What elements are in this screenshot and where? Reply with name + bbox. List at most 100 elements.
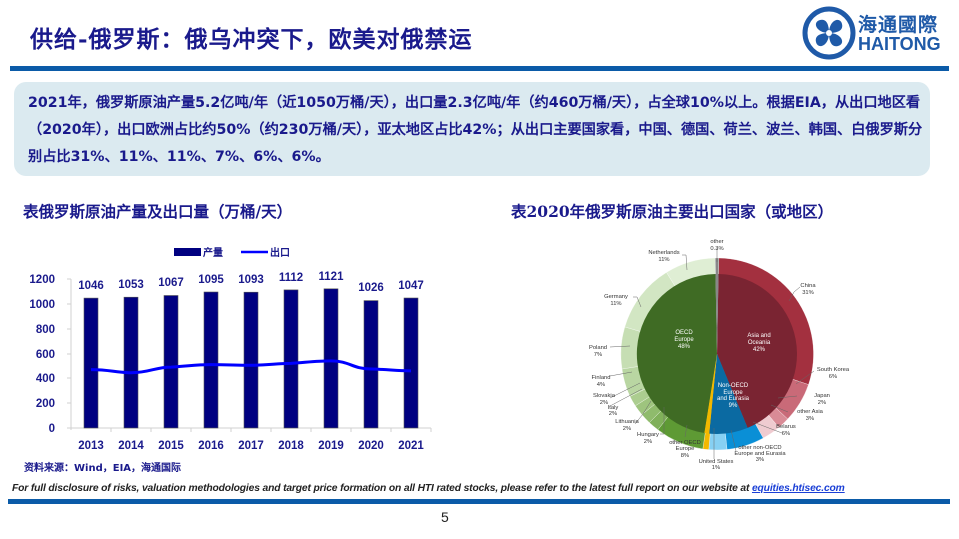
x-tick: 2021	[398, 440, 424, 452]
page-title: 供给-俄罗斯：俄乌冲突下，欧美对俄禁运	[30, 26, 473, 53]
production-bars	[83, 288, 419, 429]
label-other-non-oecd: other non-OECD	[738, 445, 781, 451]
svg-text:0.3%: 0.3%	[710, 246, 723, 252]
leader-lines	[609, 248, 815, 459]
label-lithuania: Lithuania	[615, 419, 639, 425]
data-label: 1026	[358, 282, 384, 294]
bar-2015	[163, 295, 179, 429]
svg-text:2%: 2%	[600, 400, 608, 406]
inner-labels: OECD Europe 48% Asia and Oceania 42% Non…	[674, 330, 771, 409]
svg-text:Asia and: Asia and	[747, 333, 770, 339]
chart-legend: 产量 出口	[174, 246, 290, 259]
disclaimer-text: For full disclosure of risks, valuation …	[12, 483, 752, 494]
data-label: 1053	[118, 279, 144, 291]
svg-text:6%: 6%	[782, 431, 790, 437]
wedge-non-oecd-europe	[709, 354, 748, 434]
svg-text:6%: 6%	[829, 374, 837, 380]
x-tick: 2018	[278, 440, 304, 452]
y-tick: 800	[36, 324, 55, 336]
production-export-chart: 产量 出口 1200 1000 800 600 400 200 0 1046 1…	[29, 246, 432, 452]
svg-text:2%: 2%	[818, 400, 826, 406]
svg-text:42%: 42%	[753, 347, 766, 353]
svg-text:4%: 4%	[597, 382, 605, 388]
label-hungary: Hungary	[637, 432, 659, 438]
wedge-inner-other	[715, 273, 719, 354]
haitong-emblem-icon	[802, 6, 856, 60]
y-tick: 1200	[29, 274, 55, 286]
wedge-inner-us	[704, 354, 717, 434]
label-china: China	[800, 283, 816, 289]
website-link[interactable]: equities.htisec.com	[751, 483, 845, 494]
data-label: 1095	[198, 274, 224, 286]
svg-text:11%: 11%	[610, 301, 621, 307]
svg-text:2%: 2%	[609, 411, 617, 417]
chart-source: 资料来源：Wind，EIA，海通国际	[24, 463, 182, 474]
x-tick: 2017	[238, 440, 264, 452]
data-label: 1046	[78, 280, 104, 292]
svg-text:Oceania: Oceania	[748, 340, 771, 346]
svg-text:31%: 31%	[802, 290, 814, 296]
bar-2013	[83, 297, 99, 429]
x-axis: 2013 2014 2015 2016 2017 2018 2019 2020 …	[78, 440, 424, 452]
page-number: 5	[441, 509, 449, 525]
svg-text:Europe and Eurasia: Europe and Eurasia	[734, 451, 786, 457]
legend-label-export: 出口	[270, 246, 290, 259]
svg-text:9%: 9%	[729, 403, 738, 409]
svg-text:3%: 3%	[756, 457, 764, 463]
bar-2014	[123, 296, 139, 429]
label-slovakia: Slovakia	[593, 393, 616, 399]
bar-2017	[243, 291, 259, 429]
logo-text-cn: 海通國際	[858, 14, 939, 36]
x-tick: 2014	[118, 440, 144, 452]
bar-2020	[363, 300, 379, 429]
y-tick: 200	[36, 398, 55, 410]
x-tick: 2013	[78, 440, 104, 452]
bar-2018	[283, 289, 299, 429]
summary-text: 2021年，俄罗斯原油产量5.2亿吨/年（近1050万桶/天），出口量2.3亿吨…	[28, 95, 923, 165]
bar-2019	[323, 288, 339, 429]
x-tick: 2015	[158, 440, 184, 452]
svg-text:11%: 11%	[658, 257, 669, 263]
haitong-logo: 海通國際 HAITONG	[802, 6, 952, 60]
header-divider	[10, 66, 949, 71]
label-other: other	[710, 239, 723, 245]
data-label: 1047	[398, 280, 424, 292]
export-destination-donut: OECD Europe 48% Asia and Oceania 42% Non…	[589, 239, 850, 471]
svg-text:2%: 2%	[623, 426, 631, 432]
data-label: 1067	[158, 277, 184, 289]
y-tick: 0	[49, 423, 55, 435]
svg-text:3%: 3%	[806, 416, 814, 422]
x-tick: 2019	[318, 440, 344, 452]
wedge-oecd-europe	[636, 274, 717, 433]
label-finland: Finland	[591, 375, 610, 381]
label-other-oecd-europe: other OECD	[669, 440, 701, 446]
svg-text:OECD: OECD	[675, 330, 693, 336]
data-label: 1093	[238, 274, 264, 286]
label-japan: Japan	[814, 393, 830, 399]
bar-2016	[203, 291, 219, 429]
svg-text:48%: 48%	[678, 344, 691, 350]
wedge-asia-oceania	[717, 274, 797, 428]
label-poland: Poland	[589, 345, 607, 351]
right-chart-title: 表2020年俄罗斯原油主要出口国家（或地区）	[511, 202, 834, 221]
left-chart-title: 表俄罗斯原油产量及出口量（万桶/天）	[23, 202, 293, 221]
y-axis: 1200 1000 800 600 400 200 0	[29, 274, 55, 435]
svg-text:and Eurasia: and Eurasia	[717, 396, 750, 402]
svg-text:Europe: Europe	[723, 390, 743, 396]
x-tick: 2016	[198, 440, 224, 452]
svg-text:Non-OECD: Non-OECD	[718, 383, 749, 389]
label-other-asia: other Asia	[797, 409, 824, 415]
label-south-korea: South Korea	[817, 367, 850, 373]
label-germany: Germany	[604, 294, 628, 300]
data-label: 1112	[279, 272, 303, 284]
data-label: 1121	[319, 271, 345, 283]
y-tick: 1000	[29, 299, 55, 311]
y-tick: 600	[36, 349, 55, 361]
disclaimer: For full disclosure of risks, valuation …	[12, 483, 845, 494]
summary-box: 2021年，俄罗斯原油产量5.2亿吨/年（近1050万桶/天），出口量2.3亿吨…	[14, 82, 930, 176]
label-united-states: United States	[699, 459, 734, 465]
label-italy: Italy	[608, 405, 619, 411]
y-tick: 400	[36, 373, 55, 385]
legend-label-production: 产量	[203, 246, 223, 259]
label-netherlands: Netherlands	[648, 250, 679, 256]
